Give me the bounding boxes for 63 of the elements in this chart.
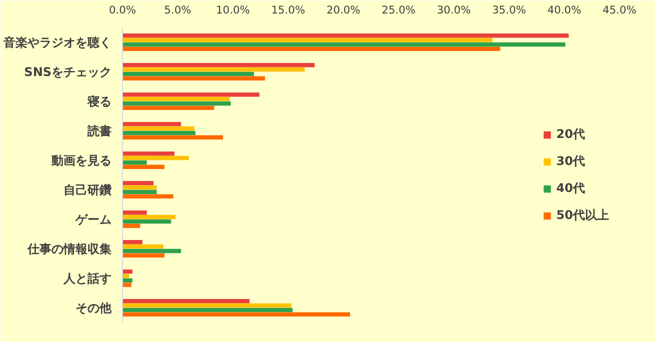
bar: [122, 185, 157, 190]
y-tick-label: SNSをチェック: [24, 64, 112, 79]
bar: [122, 63, 315, 68]
y-tick-label: 人と話す: [62, 271, 112, 286]
x-tick-label: 10.0%: [216, 4, 250, 16]
bar: [122, 46, 500, 51]
bar: [122, 308, 293, 312]
x-tick-label: 20.0%: [326, 4, 360, 16]
bar: [122, 106, 214, 110]
x-tick-label: 0.0%: [108, 4, 136, 16]
x-tick-label: 5.0%: [164, 4, 192, 16]
bar: [122, 214, 176, 220]
x-tick-label: 30.0%: [436, 4, 471, 16]
bar: [122, 67, 305, 72]
bar: [122, 96, 230, 102]
legend-label: 50代以上: [556, 206, 609, 224]
y-tick-label: その他: [76, 300, 112, 315]
bar: [122, 34, 569, 38]
bar: [122, 224, 140, 228]
bar: [122, 160, 147, 165]
bar: [122, 219, 172, 224]
bar: [122, 240, 142, 244]
bar: [122, 72, 254, 76]
x-tick-label: 40.0%: [547, 4, 582, 16]
bar: [122, 194, 174, 198]
y-tick-label: 自己研鑽: [64, 182, 112, 197]
y-tick-label: 動画を見る: [50, 153, 112, 168]
bar: [122, 303, 292, 308]
bar: [122, 152, 174, 156]
bar: [122, 244, 164, 249]
bar: [122, 156, 189, 160]
bar: [122, 76, 265, 80]
bar: [122, 312, 350, 316]
bar: [122, 190, 157, 194]
y-tick-label: 寝る: [86, 94, 112, 108]
bar: [122, 42, 566, 47]
bar: [122, 248, 182, 254]
bar: [122, 253, 164, 258]
bar: [122, 130, 196, 136]
x-tick-label: 25.0%: [382, 4, 416, 16]
bar: [122, 164, 164, 169]
bar: [122, 135, 224, 140]
y-tick-label: 仕事の情報収集: [26, 242, 112, 256]
x-tick-label: 15.0%: [271, 4, 306, 16]
y-tick-label: ゲーム: [74, 212, 112, 226]
bar: [122, 299, 250, 304]
legend-label: 20代: [556, 126, 585, 142]
bar: [122, 210, 147, 215]
bar: [122, 282, 132, 287]
bar: [122, 270, 132, 274]
y-tick-label: 音楽やラジオを聴く: [2, 35, 112, 50]
bar: [122, 122, 182, 126]
x-tick-label: 45.0%: [602, 4, 636, 16]
bar: [122, 101, 231, 106]
legend-label: 30代: [556, 152, 585, 170]
bar: [122, 38, 492, 42]
bar: [122, 181, 154, 186]
x-tick-label: 35.0%: [492, 4, 526, 16]
bar: [122, 126, 194, 131]
y-tick-label: 読書: [86, 124, 112, 138]
legend-label: 40代: [556, 180, 585, 196]
bar: [122, 278, 132, 283]
bar: [122, 92, 260, 97]
